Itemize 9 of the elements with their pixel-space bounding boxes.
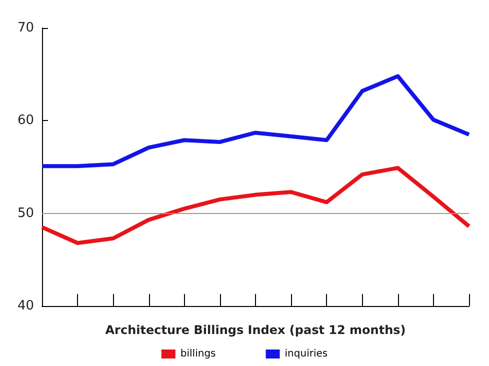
y-tick-label: 60 <box>17 113 34 128</box>
y-tick-label: 70 <box>17 20 34 36</box>
y-tick-label: 50 <box>17 206 34 221</box>
y-tick-label: 40 <box>17 298 34 314</box>
legend-label: billings <box>180 348 216 360</box>
line-series <box>40 74 471 168</box>
legend-label: inquiries <box>284 348 328 360</box>
line-series <box>40 166 471 245</box>
x-axis-title: Architecture Billings Index (past 12 months) <box>105 323 406 337</box>
